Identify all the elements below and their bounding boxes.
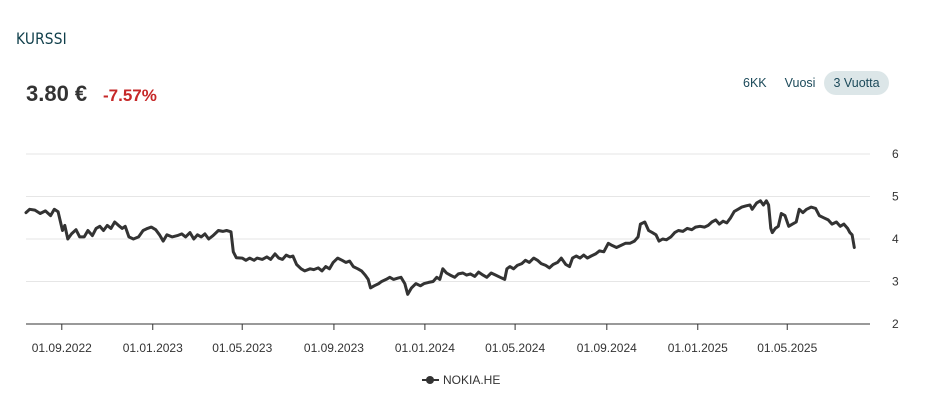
y-tick-label: 5 bbox=[892, 190, 899, 204]
x-tick-label: 01.01.2023 bbox=[123, 341, 183, 355]
y-tick-label: 4 bbox=[892, 232, 899, 246]
x-tick-label: 01.05.2025 bbox=[757, 341, 817, 355]
range-tabs: 6KK Vuosi 3 Vuotta bbox=[734, 71, 889, 95]
tab-vuosi[interactable]: Vuosi bbox=[784, 76, 816, 90]
x-tick-label: 01.09.2023 bbox=[304, 341, 364, 355]
tab-3-vuotta[interactable]: 3 Vuotta bbox=[824, 71, 889, 95]
legend-line-marker-icon bbox=[422, 375, 439, 385]
x-tick-label: 01.05.2024 bbox=[485, 341, 545, 355]
y-axis-ticks: 2 3 4 5 6 bbox=[892, 147, 899, 331]
series-line-nokia bbox=[24, 199, 856, 296]
y-tick-label: 3 bbox=[892, 275, 899, 289]
legend[interactable]: NOKIA.HE bbox=[422, 373, 500, 387]
price-change: -7.57% bbox=[103, 86, 157, 105]
x-tick-label: 01.09.2022 bbox=[32, 341, 92, 355]
y-tick-label: 2 bbox=[892, 317, 899, 331]
tab-6kk[interactable]: 6KK bbox=[743, 76, 767, 90]
legend-label: NOKIA.HE bbox=[443, 373, 501, 387]
current-price: 3.80 € bbox=[26, 81, 88, 106]
x-tick-label: 01.01.2025 bbox=[668, 341, 728, 355]
x-tick-label: 01.05.2023 bbox=[212, 341, 272, 355]
x-axis-ticks: 01.09.2022 01.01.2023 01.05.2023 01.09.2023… bbox=[32, 324, 818, 355]
y-tick-label: 6 bbox=[892, 147, 899, 161]
grid-lines bbox=[26, 153, 870, 282]
section-title: KURSSI bbox=[16, 29, 67, 48]
x-tick-label: 01.01.2024 bbox=[395, 341, 455, 355]
x-tick-label: 01.09.2024 bbox=[577, 341, 637, 355]
